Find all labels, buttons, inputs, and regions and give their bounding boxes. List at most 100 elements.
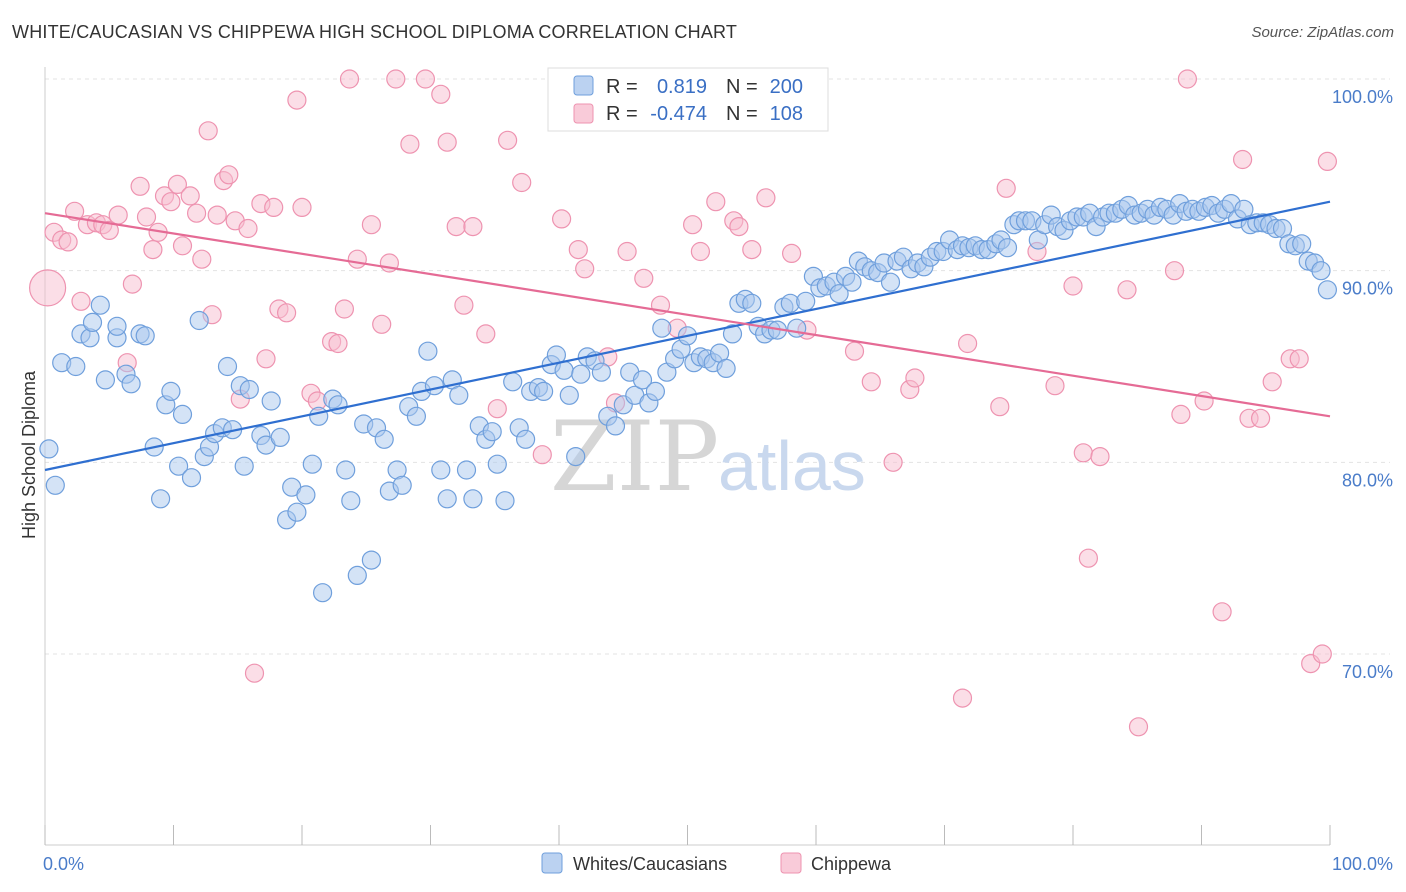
whites-point: [787, 318, 807, 338]
whites-point: [1317, 280, 1338, 300]
whites-point: [515, 429, 536, 449]
whites-point: [313, 583, 333, 603]
chippewa-point: [28, 269, 67, 307]
whites-point: [336, 460, 356, 480]
chippewa-point: [1212, 602, 1232, 622]
whites-point: [239, 379, 259, 400]
whites-point: [189, 310, 209, 331]
chippewa-point: [415, 69, 435, 89]
whites-point: [234, 456, 254, 476]
whites-point: [161, 381, 181, 401]
chippewa-point: [463, 217, 483, 237]
whites-point: [361, 550, 381, 570]
chippewa-point: [1164, 261, 1185, 281]
stats-legend-r-label-blue: R =: [606, 76, 638, 98]
chippewa-point: [861, 372, 881, 392]
chippewa-point: [742, 240, 762, 260]
chippewa-point: [617, 241, 637, 262]
chippewa-point: [781, 243, 802, 263]
whites-point: [39, 439, 59, 459]
chippewa-point: [1078, 548, 1099, 568]
y-axis-title: High School Diploma: [19, 370, 39, 539]
whites-point: [456, 460, 477, 480]
series-legend: Whites/Caucasians Chippewa: [541, 852, 892, 874]
chippewa-point: [264, 197, 284, 217]
chippewa-point: [198, 121, 218, 141]
chippewa-point: [130, 176, 150, 196]
stats-legend-r-label-pink: R =: [606, 103, 638, 125]
chippewa-point: [996, 178, 1016, 198]
chippewa-point: [706, 192, 726, 212]
whites-point: [829, 284, 849, 304]
whites-point: [181, 468, 202, 488]
stats-legend: R = 0.819 N = 200 R = -0.474 N = 108: [547, 67, 829, 132]
whites-point: [424, 376, 444, 396]
chippewa-point: [437, 132, 457, 152]
chippewa-point: [207, 205, 227, 225]
chippewa-point: [386, 69, 406, 89]
chippewa-point: [172, 236, 193, 256]
chippewa-trend-line: [44, 212, 1331, 418]
chippewa-point: [532, 445, 552, 465]
whites-point: [135, 326, 155, 346]
stats-legend-r-value-pink: -0.474: [650, 103, 707, 125]
whites-point: [742, 293, 762, 313]
chippewa-point: [1073, 443, 1093, 463]
whites-point: [495, 491, 515, 511]
chippewa-point: [180, 186, 200, 206]
chart-title: WHITE/CAUCASIAN VS CHIPPEWA HIGH SCHOOL …: [12, 22, 738, 42]
chippewa-point: [682, 215, 703, 235]
whites-point: [997, 238, 1018, 258]
x-tick-label-min: 0.0%: [43, 854, 84, 874]
whites-point: [503, 372, 523, 392]
stats-legend-n-label-pink: N =: [726, 103, 758, 125]
chippewa-point: [58, 232, 78, 252]
whites-point: [880, 272, 901, 292]
chippewa-point: [328, 333, 348, 354]
whites-point: [392, 475, 412, 495]
whites-point: [261, 391, 281, 411]
stats-legend-n-label-blue: N =: [726, 76, 758, 98]
whites-point: [95, 370, 116, 390]
chart-source: Source: ZipAtlas.com: [1251, 24, 1394, 41]
chippewa-point: [347, 249, 367, 269]
whites-point: [121, 374, 141, 394]
whites-point: [172, 404, 193, 424]
whites-point: [270, 427, 290, 447]
y-tick-labels: 100.0% 90.0% 80.0% 70.0%: [1332, 87, 1393, 682]
stats-legend-n-value-pink: 108: [770, 103, 803, 125]
chippewa-point: [957, 333, 978, 354]
whites-points: [39, 194, 1338, 603]
chippewa-point: [1128, 717, 1149, 737]
whites-point: [842, 272, 862, 292]
whites-point: [309, 406, 329, 426]
whites-point: [151, 489, 171, 509]
whites-point: [632, 370, 653, 390]
chippewa-point: [339, 69, 360, 89]
whites-point: [605, 416, 626, 436]
whites-point: [341, 491, 361, 511]
chippewa-point: [431, 84, 451, 104]
whites-point: [374, 429, 394, 449]
chippewa-point: [990, 397, 1010, 417]
chippewa-point: [136, 207, 157, 227]
stats-legend-swatch-pink: [573, 103, 594, 124]
chippewa-point: [122, 274, 142, 294]
chippewa-point: [487, 399, 507, 419]
whites-point: [591, 362, 612, 382]
chippewa-point: [1045, 376, 1065, 396]
chippewa-point: [361, 215, 381, 235]
whites-point: [487, 454, 507, 474]
y-tick-label: 100.0%: [1332, 87, 1393, 107]
chippewa-point: [575, 259, 595, 279]
whites-point: [449, 385, 469, 405]
chippewa-point: [167, 174, 187, 194]
chippewa-point: [498, 130, 518, 150]
whites-point: [82, 312, 103, 332]
chippewa-point: [1117, 280, 1137, 300]
series-legend-label-whites: Whites/Caucasians: [573, 854, 727, 874]
chippewa-point: [187, 203, 207, 223]
whites-point: [169, 456, 189, 476]
chippewa-point: [277, 303, 297, 323]
series-legend-label-chippewa: Chippewa: [811, 854, 892, 874]
